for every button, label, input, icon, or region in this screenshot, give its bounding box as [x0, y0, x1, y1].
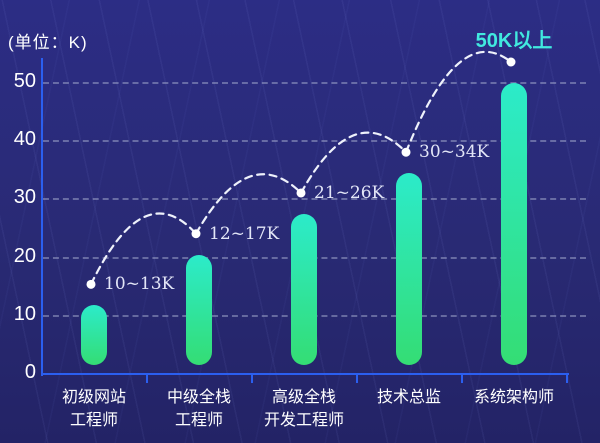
unit-label: (单位：K) [8, 33, 88, 52]
y-tick-label: 0 [24, 361, 36, 383]
category-label-line: 开发工程师 [263, 412, 344, 429]
data-dot [191, 229, 201, 239]
data-dot [506, 57, 516, 67]
bar [501, 83, 527, 365]
category-label: 高级全栈 开发工程师 [249, 386, 359, 432]
category-label-line: 高级全栈 [271, 389, 336, 406]
y-tick-label: 30 [13, 186, 36, 209]
category-label: 技术总监 [354, 386, 464, 409]
category-label: 中级全栈 工程师 [144, 386, 254, 432]
range-label-highlight: 50K以上 [475, 30, 553, 52]
category-label-line: 工程师 [174, 412, 223, 429]
gridline [43, 198, 586, 201]
y-tick-label: 10 [13, 302, 36, 325]
category-label-line: 工程师 [69, 412, 118, 429]
axis-tick [251, 375, 253, 383]
data-dot [296, 188, 306, 198]
range-label: 12~17K [209, 223, 280, 244]
range-label: 10~13K [104, 274, 175, 295]
axis-tick [356, 375, 358, 383]
category-label-line: 系统架构师 [473, 389, 554, 406]
axis-tick [461, 375, 463, 383]
category-label-line: 中级全栈 [166, 389, 231, 406]
category-label-line: 初级网站 [61, 389, 126, 406]
axis-tick [146, 375, 148, 383]
gridline [43, 82, 586, 84]
range-label: 30~34K [419, 142, 490, 163]
bar [186, 254, 212, 365]
bar [81, 305, 107, 365]
y-tick-label: 20 [13, 244, 36, 267]
category-label: 初级网站 工程师 [39, 386, 149, 432]
x-axis-line [41, 373, 569, 375]
bar [291, 213, 317, 365]
range-label: 21~26K [314, 182, 385, 203]
data-dot [401, 147, 411, 157]
y-tick-label: 50 [13, 70, 36, 92]
data-dot [86, 279, 96, 289]
arc-path [404, 50, 513, 154]
category-label-line: 技术总监 [376, 389, 441, 406]
y-tick-label: 40 [13, 128, 36, 151]
bar [396, 173, 422, 365]
category-label: 系统架构师 [459, 386, 569, 409]
y-axis-line [41, 58, 43, 376]
axis-tick [566, 375, 568, 383]
